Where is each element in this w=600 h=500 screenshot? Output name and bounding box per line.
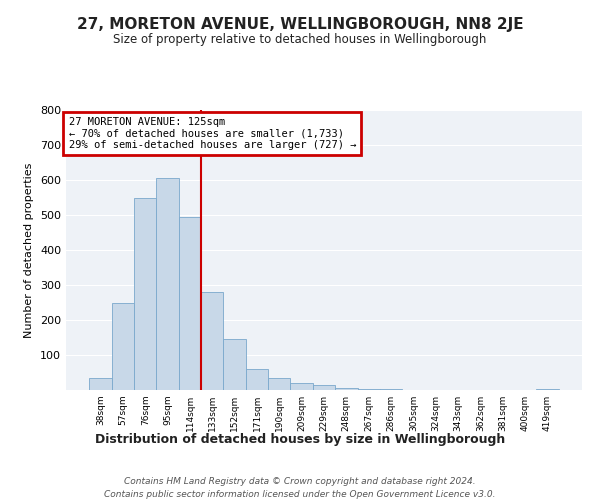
Bar [290,383,313,390]
Text: 27 MORETON AVENUE: 125sqm
← 70% of detached houses are smaller (1,733)
29% of se: 27 MORETON AVENUE: 125sqm ← 70% of detac… [68,117,356,150]
Text: Distribution of detached houses by size in Wellingborough: Distribution of detached houses by size … [95,432,505,446]
Bar [157,178,179,390]
Bar [246,369,268,390]
Text: Contains public sector information licensed under the Open Government Licence v3: Contains public sector information licen… [104,490,496,499]
Bar [112,302,134,390]
Bar [313,385,335,390]
Bar [89,378,112,390]
Bar [536,389,559,390]
Bar [268,378,290,390]
Bar [335,388,358,390]
Text: 27, MORETON AVENUE, WELLINGBOROUGH, NN8 2JE: 27, MORETON AVENUE, WELLINGBOROUGH, NN8 … [77,18,523,32]
Text: Size of property relative to detached houses in Wellingborough: Size of property relative to detached ho… [113,32,487,46]
Bar [134,198,157,390]
Text: Contains HM Land Registry data © Crown copyright and database right 2024.: Contains HM Land Registry data © Crown c… [124,478,476,486]
Bar [179,218,201,390]
Bar [358,389,380,390]
Y-axis label: Number of detached properties: Number of detached properties [25,162,34,338]
Bar [223,339,246,390]
Bar [201,292,223,390]
